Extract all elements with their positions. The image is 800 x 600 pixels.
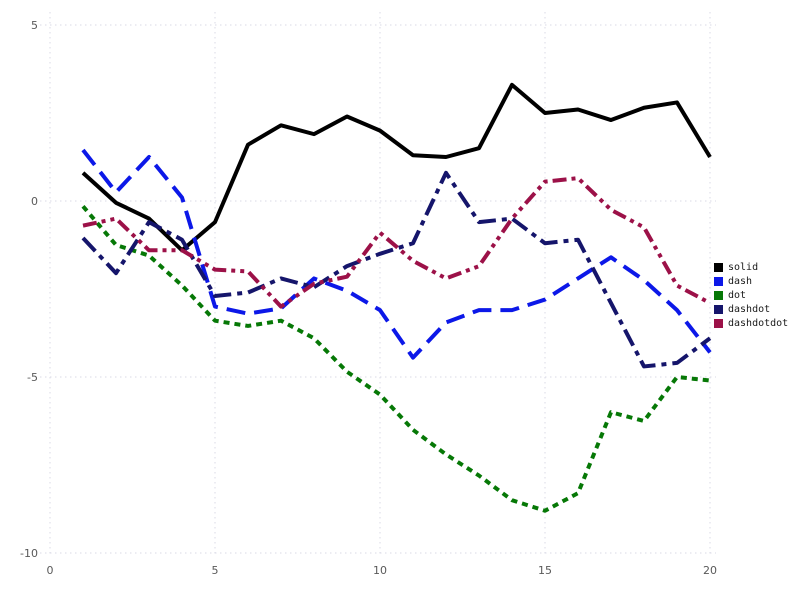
legend-swatch-dot: [714, 291, 723, 300]
y-tick-label: -5: [27, 371, 38, 384]
legend-label-dashdot: dashdot: [728, 304, 771, 315]
legend-swatch-solid: [714, 263, 723, 272]
legend-swatch-dashdotdot: [714, 319, 723, 328]
x-tick-label: 20: [703, 564, 717, 577]
legend-item-solid: solid: [714, 261, 788, 274]
legend-label-dot: dot: [728, 290, 747, 301]
legend-swatch-dash: [714, 277, 723, 286]
y-tick-label: 5: [31, 19, 38, 32]
series-line-dot: [81, 204, 711, 513]
series-line-dashdotdot: [82, 176, 711, 309]
legend-label-solid: solid: [728, 262, 759, 273]
series-line-dashdot: [81, 170, 712, 369]
y-tick-label: -10: [20, 547, 38, 560]
legend-label-dash: dash: [728, 276, 753, 287]
legend-item-dashdot: dashdot: [714, 303, 788, 316]
y-tick-label: 0: [31, 195, 38, 208]
legend-label-dashdotdot: dashdotdot: [728, 318, 789, 329]
x-tick-label: 0: [47, 564, 54, 577]
series-line-dash: [81, 148, 712, 360]
x-tick-label: 10: [373, 564, 387, 577]
axis-tick-labels: 5 0 -5 -10 0 5 10 15 20: [20, 19, 717, 577]
legend-item-dash: dash: [714, 275, 788, 288]
legend-item-dashdotdot: dashdotdot: [714, 317, 788, 330]
x-tick-label: 5: [212, 564, 219, 577]
legend-item-dot: dot: [714, 289, 788, 302]
plot-area: [81, 82, 712, 513]
series-line-solid: [81, 82, 712, 253]
x-tick-label: 15: [538, 564, 552, 577]
gridlines: [40, 12, 716, 554]
legend: solid dash dot dashdot dashdotdot: [714, 261, 788, 330]
legend-swatch-dashdot: [714, 305, 723, 314]
